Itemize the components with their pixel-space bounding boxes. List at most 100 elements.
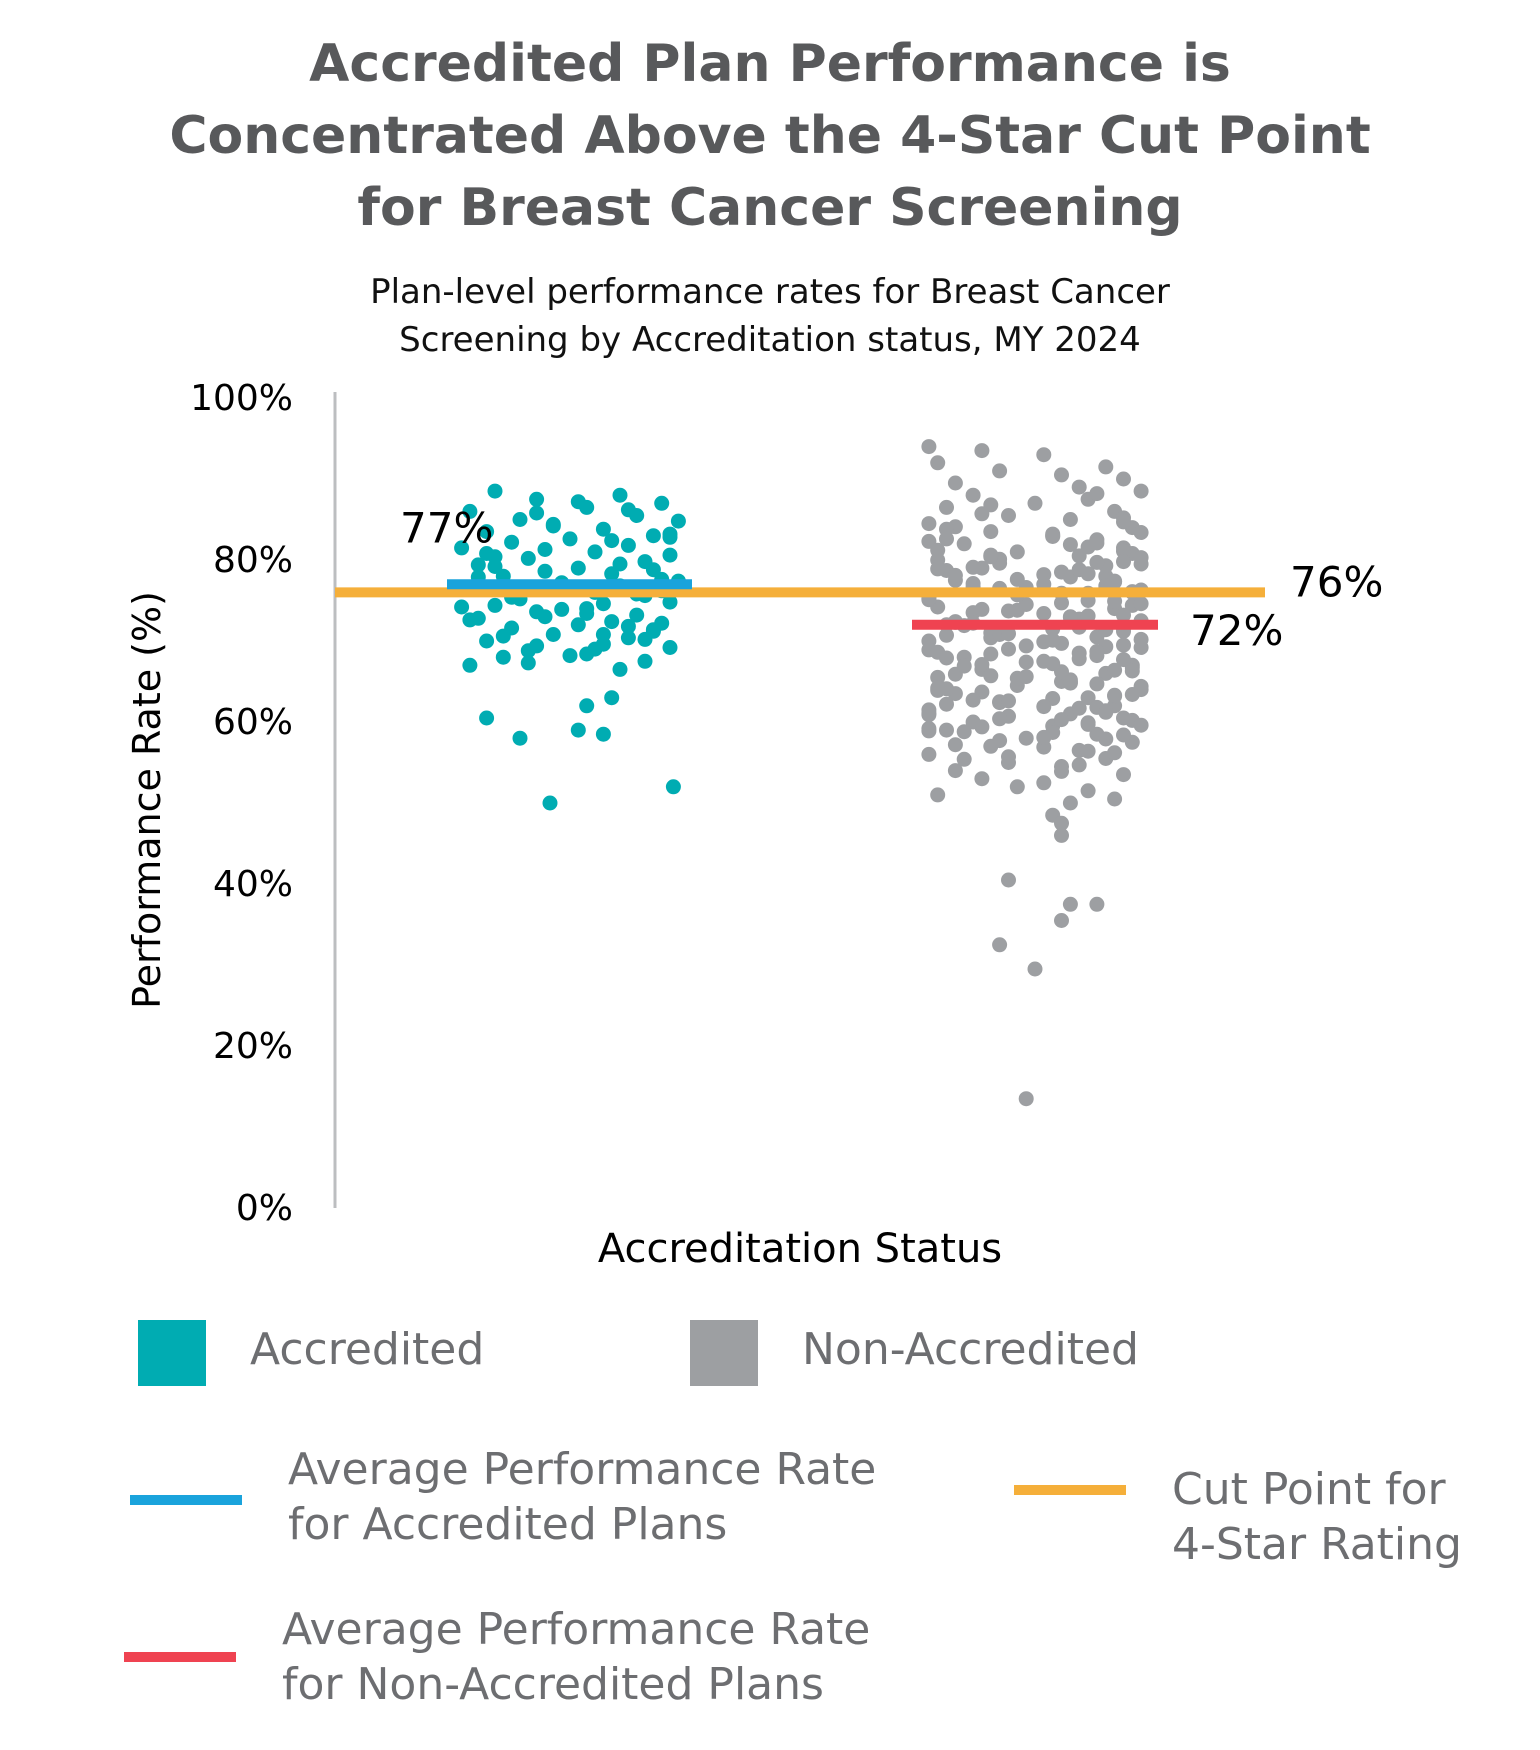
point-non-accredited <box>921 516 937 532</box>
point-non-accredited <box>1133 631 1149 647</box>
point-accredited <box>612 487 628 503</box>
subtitle-line-1: Plan-level performance rates for Breast … <box>370 272 1170 312</box>
point-accredited <box>612 556 628 572</box>
point-non-accredited <box>1054 712 1069 728</box>
point-accredited <box>662 529 678 545</box>
y-tick-label: 0% <box>236 1188 293 1229</box>
legend-line-avg-accredited <box>130 1495 242 1505</box>
point-accredited <box>479 524 495 540</box>
cut-point-label: 76% <box>1290 557 1383 606</box>
point-non-accredited <box>1098 731 1114 747</box>
point-accredited <box>529 505 545 521</box>
point-accredited <box>570 494 586 510</box>
point-non-accredited <box>1054 467 1069 483</box>
point-non-accredited <box>1107 593 1123 609</box>
point-non-accredited <box>965 692 981 708</box>
point-accredited <box>487 483 503 499</box>
point-non-accredited <box>1124 663 1140 679</box>
point-non-accredited <box>983 524 999 540</box>
point-non-accredited <box>1036 567 1052 583</box>
point-non-accredited <box>1080 608 1096 624</box>
point-non-accredited <box>1018 669 1034 685</box>
point-non-accredited <box>1089 896 1105 912</box>
point-non-accredited <box>1133 550 1149 566</box>
legend-label-avg-accredited-2: for Accredited Plans <box>288 1499 728 1550</box>
point-accredited <box>512 730 528 746</box>
point-accredited <box>537 563 553 579</box>
point-non-accredited <box>921 723 937 739</box>
point-non-accredited <box>1054 827 1069 843</box>
point-non-accredited <box>1036 775 1052 791</box>
legend-label-cut-point-2: 4-Star Rating <box>1172 1519 1462 1570</box>
point-non-accredited <box>1018 730 1034 746</box>
point-accredited <box>495 628 511 644</box>
point-accredited <box>479 546 495 561</box>
point-accredited <box>645 622 661 638</box>
point-non-accredited <box>1133 717 1149 733</box>
reference-labels: 77% 72%76% <box>400 503 1383 655</box>
point-accredited <box>487 559 503 574</box>
point-accredited <box>504 534 520 550</box>
point-accredited <box>462 503 478 519</box>
point-non-accredited <box>1116 637 1131 653</box>
point-accredited <box>545 627 561 642</box>
point-accredited <box>595 521 611 537</box>
point-non-accredited <box>1133 525 1149 540</box>
title-line-1: Accredited Plan Performance is <box>309 34 1231 94</box>
point-non-accredited <box>1089 676 1105 692</box>
point-non-accredited <box>921 746 937 762</box>
point-non-accredited <box>956 751 972 767</box>
point-non-accredited <box>1001 641 1016 657</box>
point-accredited <box>579 606 595 621</box>
point-non-accredited <box>1001 508 1016 523</box>
point-non-accredited <box>930 561 946 577</box>
point-accredited <box>629 607 645 623</box>
point-non-accredited <box>1036 447 1052 463</box>
point-non-accredited <box>1054 595 1069 611</box>
point-non-accredited <box>1071 700 1087 716</box>
point-non-accredited <box>1116 471 1131 487</box>
point-non-accredited <box>930 542 946 558</box>
point-non-accredited <box>1089 535 1105 551</box>
point-accredited <box>604 690 620 706</box>
point-non-accredited <box>956 536 972 552</box>
point-non-accredited <box>974 601 990 617</box>
point-accredited <box>620 502 636 518</box>
point-non-accredited <box>1036 699 1052 715</box>
legend-label-avg-non-accredited-2: for Non-Accredited Plans <box>282 1659 824 1710</box>
y-tick-label: 100% <box>190 378 293 419</box>
point-non-accredited <box>992 463 1008 479</box>
point-non-accredited <box>1107 687 1123 703</box>
point-accredited <box>512 512 528 527</box>
point-non-accredited <box>930 669 946 685</box>
y-tick-label: 60% <box>213 702 293 743</box>
point-non-accredited <box>1062 537 1078 553</box>
point-non-accredited <box>983 668 999 684</box>
x-axis-label: Accreditation Status <box>598 1226 1002 1272</box>
point-non-accredited <box>1133 596 1149 612</box>
y-tick-labels: 0% 20% 40% 60% 80% 100% <box>190 378 293 1229</box>
point-non-accredited <box>1062 795 1078 811</box>
point-non-accredited <box>1116 727 1131 743</box>
point-accredited <box>620 618 636 634</box>
y-tick-label: 20% <box>213 1026 293 1067</box>
point-non-accredited <box>1071 651 1087 667</box>
point-non-accredited <box>939 531 954 547</box>
reference-lines <box>335 579 1265 630</box>
point-non-accredited <box>947 763 963 779</box>
chart-subtitle: Plan-level performance rates for Breast … <box>0 268 1540 364</box>
point-non-accredited <box>1080 716 1096 732</box>
legend-label-non-accredited: Non-Accredited <box>802 1324 1139 1375</box>
point-non-accredited <box>1071 479 1087 495</box>
point-accredited <box>620 630 636 646</box>
point-non-accredited <box>1116 607 1131 623</box>
point-non-accredited <box>1089 486 1105 502</box>
point-accredited <box>612 661 628 677</box>
point-non-accredited <box>1089 554 1105 570</box>
point-accredited <box>529 491 545 507</box>
point-non-accredited <box>939 499 954 515</box>
point-non-accredited <box>974 657 990 672</box>
point-accredited <box>529 638 545 654</box>
point-accredited <box>645 528 661 544</box>
point-non-accredited <box>1062 512 1078 527</box>
